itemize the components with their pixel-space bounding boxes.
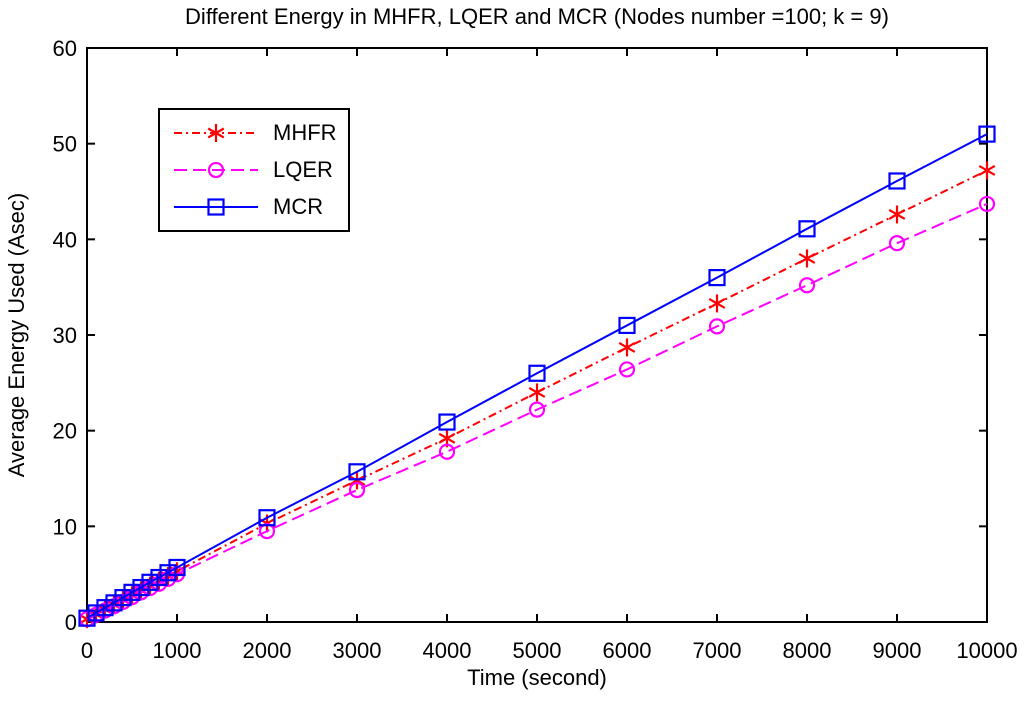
y-tick-label: 20 <box>53 419 77 444</box>
chart-title: Different Energy in MHFR, LQER and MCR (… <box>185 4 889 29</box>
x-axis-label: Time (second) <box>467 665 607 690</box>
legend-label-lqer: LQER <box>273 156 333 182</box>
legend-item-lqer: LQER <box>172 156 348 184</box>
x-tick-label: 9000 <box>873 638 922 663</box>
legend-label-mhfr: MHFR <box>273 119 337 145</box>
x-tick-label: 3000 <box>333 638 382 663</box>
mhfr-line-sample <box>174 123 258 142</box>
axis-ticks: 0 1000 2000 3000 4000 5000 6000 7000 8000 9000 100… <box>53 36 1018 663</box>
mcr-series <box>78 125 996 627</box>
x-tick-label: 2000 <box>243 638 292 663</box>
legend: MHFR LQER MCR <box>158 108 350 232</box>
x-tick-label: 8000 <box>783 638 832 663</box>
x-tick-label: 4000 <box>423 638 472 663</box>
lqer-line-sample <box>174 161 258 179</box>
legend-item-mcr: MCR <box>172 193 348 221</box>
y-axis-label: Average Energy Used (Asec) <box>4 192 29 478</box>
x-tick-label: 0 <box>81 638 93 663</box>
y-tick-label: 10 <box>53 514 77 539</box>
y-tick-label: 40 <box>53 227 77 252</box>
y-tick-label: 60 <box>53 36 77 61</box>
x-tick-label: 7000 <box>693 638 742 663</box>
y-tick-label: 50 <box>53 132 77 157</box>
y-tick-label: 30 <box>53 323 77 348</box>
legend-label-mcr: MCR <box>273 194 324 220</box>
lqer-series <box>78 195 996 628</box>
y-tick-label: 0 <box>65 610 77 635</box>
x-tick-label: 6000 <box>603 638 652 663</box>
x-tick-label: 1000 <box>153 638 202 663</box>
mcr-line-sample <box>174 198 258 216</box>
x-tick-label: 10000 <box>956 638 1017 663</box>
legend-item-mhfr: MHFR <box>172 119 348 147</box>
x-tick-label: 5000 <box>513 638 562 663</box>
